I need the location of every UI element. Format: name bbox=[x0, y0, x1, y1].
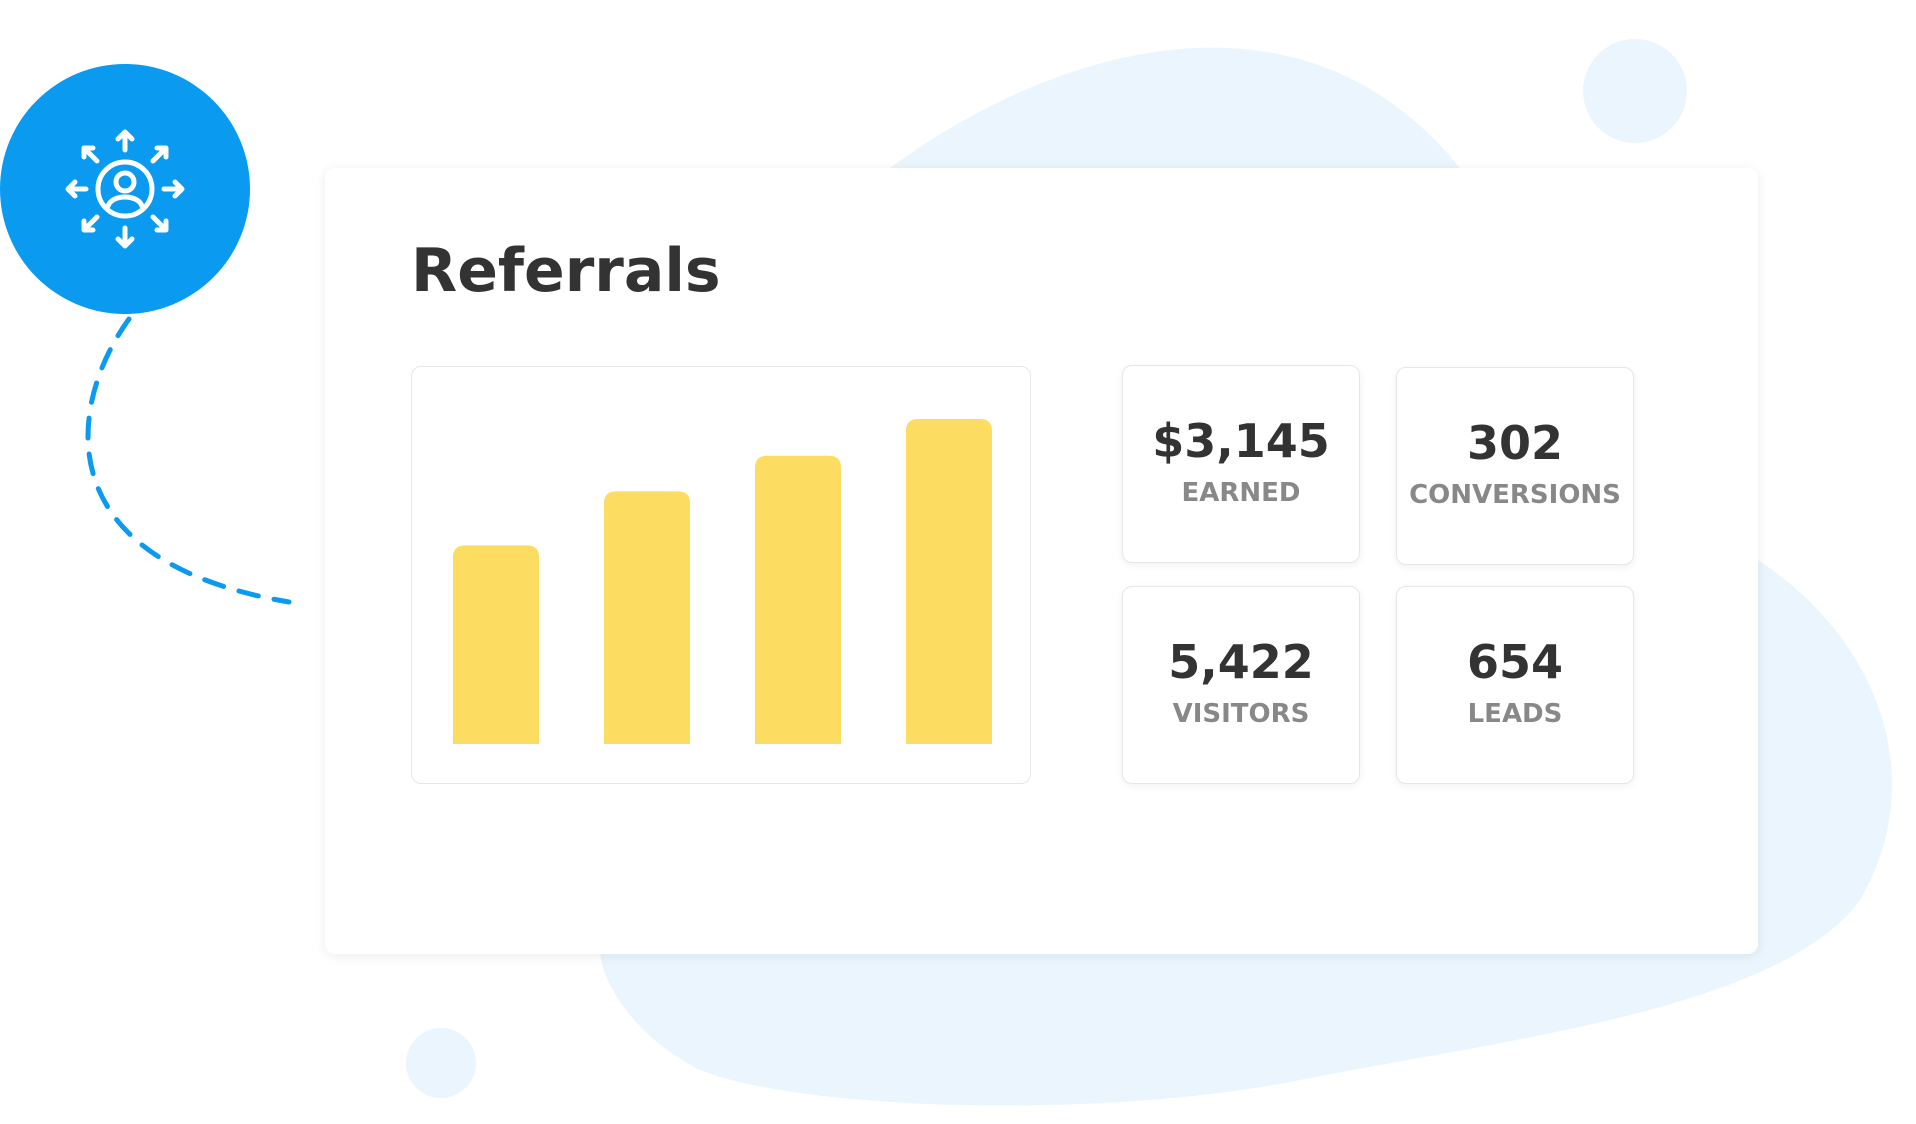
referral-icon bbox=[65, 129, 185, 249]
stat-value: 654 bbox=[1466, 635, 1564, 689]
chart-panel bbox=[411, 366, 1031, 784]
bar bbox=[604, 491, 690, 744]
stat-label: VISITORS bbox=[1172, 699, 1310, 729]
stat-label: CONVERSIONS bbox=[1409, 480, 1621, 510]
title: Referrals bbox=[411, 236, 721, 306]
stat-value: 5,422 bbox=[1168, 635, 1314, 689]
stat-card: 302 CONVERSIONS bbox=[1396, 367, 1634, 565]
stat-card: 5,422 VISITORS bbox=[1122, 586, 1360, 784]
bar bbox=[755, 455, 841, 744]
bubble bbox=[406, 1028, 476, 1098]
stat-value: $3,145 bbox=[1152, 414, 1330, 468]
stat-value: 302 bbox=[1466, 416, 1564, 470]
card: Referrals $3,145 EARNED 302 CONVERSIONS … bbox=[325, 168, 1758, 954]
bar bbox=[906, 419, 992, 744]
stat-card: $3,145 EARNED bbox=[1122, 365, 1360, 563]
stat-label: LEADS bbox=[1467, 699, 1563, 729]
dashed-connector bbox=[85, 316, 292, 605]
bubble bbox=[1583, 39, 1687, 143]
stat-label: EARNED bbox=[1181, 478, 1301, 508]
chart bbox=[453, 419, 992, 744]
bar bbox=[453, 545, 539, 744]
stat-card: 654 LEADS bbox=[1396, 586, 1634, 784]
